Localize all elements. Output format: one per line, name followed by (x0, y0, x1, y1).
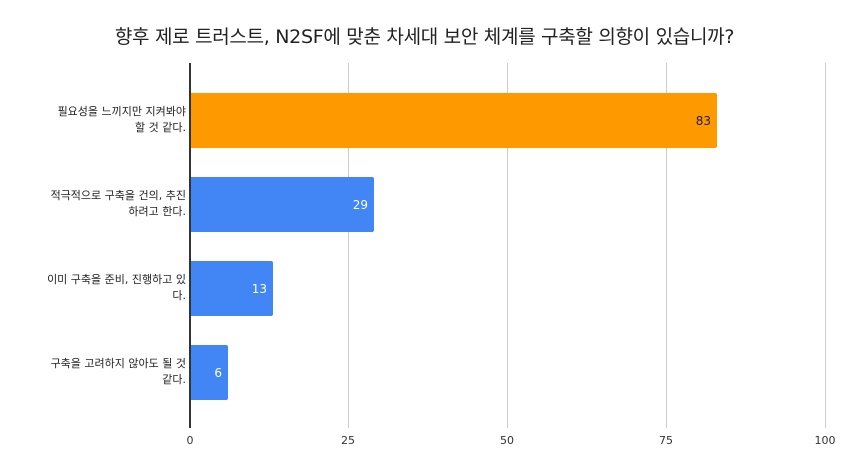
x-tick-75: 75 (659, 434, 673, 447)
x-tick-100: 100 (814, 434, 836, 447)
chart-title: 향후 제로 트러스트, N2SF에 맞춘 차세대 보안 체계를 구축할 의향이 … (114, 26, 735, 48)
x-tick-0: 0 (186, 434, 194, 447)
x-tick-50: 50 (500, 434, 514, 447)
bar-value-label: 29 (352, 197, 368, 212)
gridline-100 (825, 63, 826, 428)
y-axis-line (189, 63, 191, 428)
bar-0: 83 (190, 93, 717, 148)
category-label-3: 구축을 고려하지 않아도 될 것 같다. (50, 357, 186, 386)
category-label-0: 필요성을 느끼지만 지켜봐야 할 것 같다. (57, 105, 186, 134)
category-label-1: 적극적으로 구축을 건의, 추진 하려고 한다. (50, 189, 186, 218)
bar-2: 13 (190, 261, 273, 316)
x-tick-25: 25 (341, 434, 355, 447)
bar-value-label: 6 (214, 365, 222, 380)
gridline-25 (348, 63, 349, 428)
category-label-2: 이미 구축을 준비, 진행하고 있 다. (47, 273, 186, 302)
bar-value-label: 13 (251, 281, 267, 296)
bar-value-label: 83 (695, 113, 711, 128)
plot-area: 83 29 13 6 (189, 63, 826, 428)
bar-3: 6 (190, 345, 228, 400)
bar-1: 29 (190, 177, 374, 232)
gridline-75 (666, 63, 667, 428)
gridline-50 (507, 63, 508, 428)
